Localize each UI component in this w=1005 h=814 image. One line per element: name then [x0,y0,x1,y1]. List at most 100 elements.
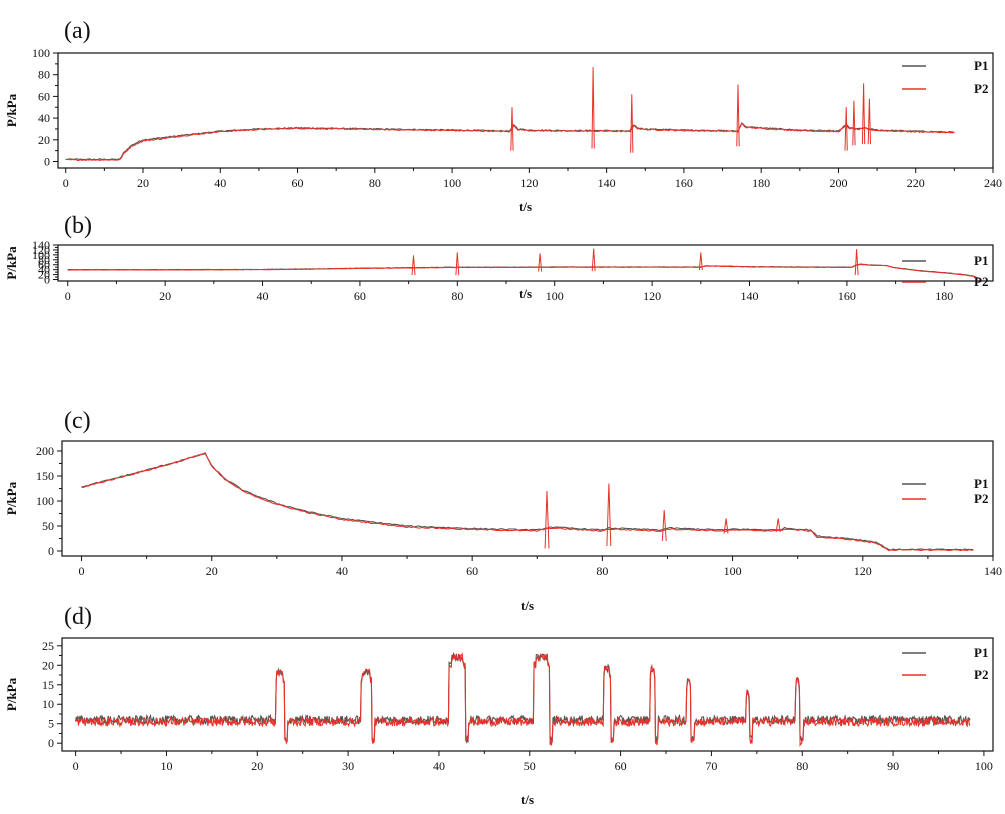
x-tick-label: 180 [752,176,770,190]
x-tick-label: 60 [292,176,304,190]
x-tick-label: 0 [73,759,79,773]
plot-frame [57,52,994,169]
series-line-P1 [75,651,971,744]
spike-mark [723,518,729,534]
legend-label-P1: P1 [974,253,988,268]
y-tick-label: 100 [32,248,50,262]
panel-label: (a) [64,18,91,44]
x-tick-label: 20 [206,564,218,578]
x-tick-label: 60 [354,289,366,303]
plot-area [75,651,971,748]
plot-area [65,67,955,161]
legend-label-P1: P1 [974,645,988,660]
spike-mark [591,248,596,272]
y-tick-label: 200 [36,444,54,458]
legend-label-P2: P2 [974,667,988,682]
y-tick-label: 0 [48,736,54,750]
legend-label-P1: P1 [974,476,988,491]
x-tick-label: 160 [675,176,693,190]
legend-label-P1: P1 [974,58,988,73]
y-tick-label: 80 [38,68,50,82]
x-tick-label: 60 [615,759,627,773]
spike-mark [844,107,848,151]
spike-mark [510,107,514,151]
series-line-P2 [81,452,974,552]
plot-frame [61,440,994,557]
y-tick-label: 20 [38,133,50,147]
spike-mark [538,253,543,272]
x-axis-label: t/s [521,598,534,613]
x-tick-label: 100 [443,176,461,190]
x-tick-label: 50 [524,759,536,773]
panel-label: (d) [64,604,92,630]
x-tick-label: 120 [854,564,872,578]
y-tick-label: 150 [36,469,54,483]
x-tick-label: 160 [838,289,856,303]
y-tick-label: 60 [38,258,50,272]
y-tick-label: 60 [38,89,50,103]
spike-mark [775,518,781,533]
x-tick-label: 20 [251,759,263,773]
x-tick-label: 120 [643,289,661,303]
series-line-P1 [67,263,979,279]
y-tick-label: 5 [48,717,54,731]
y-tick-label: 0 [44,154,50,168]
x-tick-label: 180 [935,289,953,303]
y-tick-label: 50 [42,519,54,533]
spike-mark [630,94,634,153]
y-axis-label: P/kPa [4,481,19,515]
x-tick-label: 60 [466,564,478,578]
series-line-P1 [65,122,955,161]
x-tick-label: 80 [596,564,608,578]
y-tick-label: 120 [32,243,50,257]
y-tick-label: 80 [38,253,50,267]
panel-0: 0 20 40 60 80 100 120 140 160 180 200 220 240 0 20 40 60… [4,18,1002,214]
x-axis-label: t/s [521,792,534,807]
spike-mark [854,249,859,276]
y-tick-label: 15 [42,678,54,692]
y-tick-label: 40 [38,111,50,125]
panel-1: 0 20 40 60 80 100 120 140 160 1800204060801001201… [4,213,994,303]
y-tick-label: 100 [36,494,54,508]
panel-label: (b) [64,213,92,239]
spike-mark [698,252,703,271]
spike-mark [591,67,595,149]
spike-mark [606,483,612,547]
plot-frame [57,244,994,282]
y-tick-label: 25 [42,639,54,653]
y-tick-label: 140 [32,238,50,252]
spike-mark [867,98,871,145]
x-tick-label: 0 [79,564,85,578]
x-tick-label: 240 [984,176,1002,190]
x-tick-label: 40 [433,759,445,773]
x-tick-label: 40 [336,564,348,578]
x-tick-label: 100 [546,289,564,303]
panel-2: 0 20 40 60 80 100 120 140 0 50 100 150 200 t/s P/kPa (c… [4,408,1002,613]
series-line-P2 [67,263,979,280]
spike-mark [736,84,740,147]
x-tick-label: 100 [975,759,993,773]
x-tick-label: 0 [63,176,69,190]
y-axis-label: P/kPa [4,246,19,280]
spike-mark [661,509,667,542]
y-tick-label: 0 [44,273,50,287]
spike-mark [411,255,416,276]
x-tick-label: 10 [160,759,172,773]
legend-label-P2: P2 [974,274,988,289]
x-tick-label: 200 [829,176,847,190]
x-tick-label: 30 [342,759,354,773]
x-tick-label: 0 [65,289,71,303]
x-axis-label: t/s [519,199,532,214]
x-tick-label: 40 [214,176,226,190]
series-line-P2 [75,652,971,748]
x-tick-label: 140 [741,289,759,303]
x-tick-label: 80 [451,289,463,303]
panel-label: (c) [64,408,91,434]
x-tick-label: 220 [907,176,925,190]
spike-mark [455,252,460,276]
